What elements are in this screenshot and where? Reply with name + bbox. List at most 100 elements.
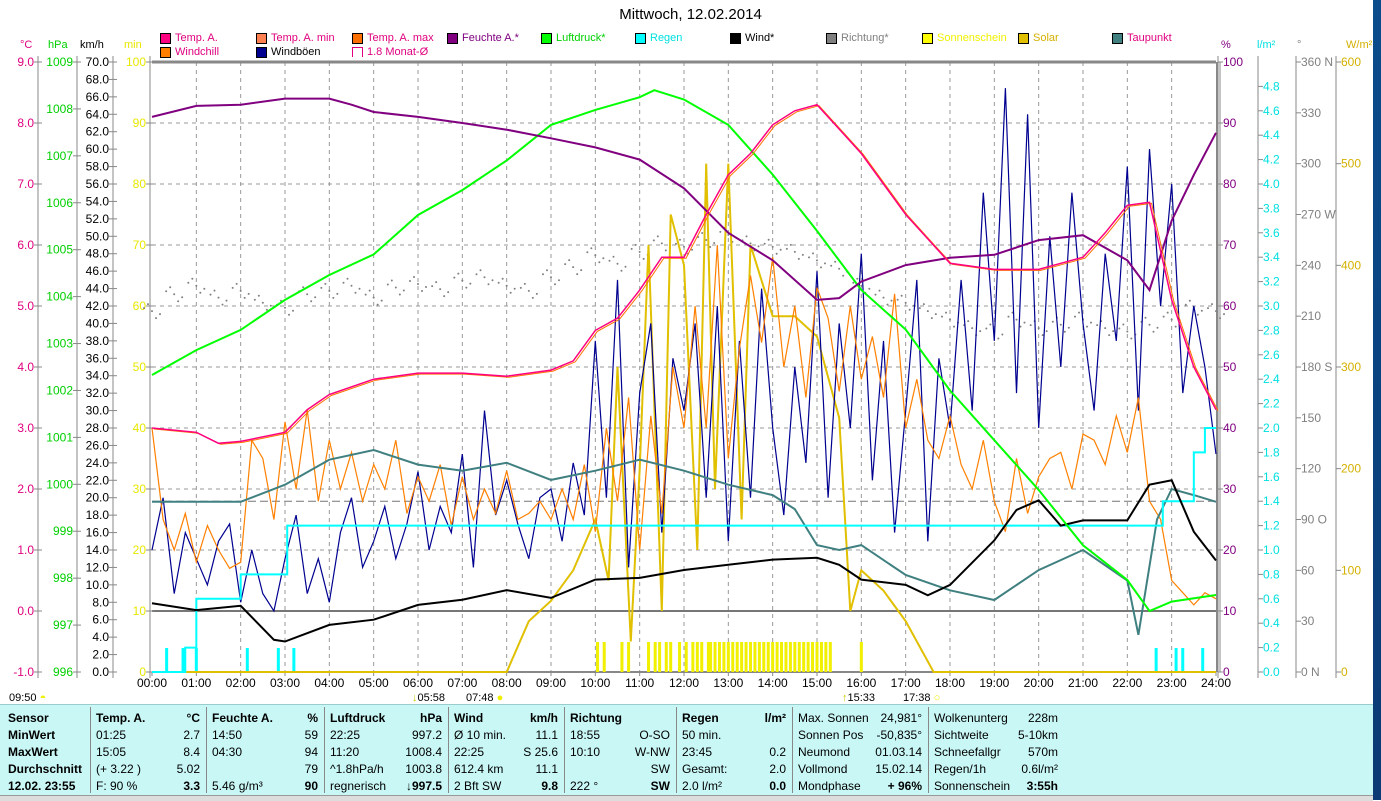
direction-point [328,289,331,292]
moonrise-time: ↑15:33 [842,692,875,704]
series-regen [152,427,1216,673]
stats-column-sensor: Sensor MinWert MaxWert Durchschnitt 12.02. 2… [8,710,88,795]
direction-point [159,313,161,316]
stats-value: % [307,711,318,725]
stats-row: (+ 3.22 ) 5.02 [96,761,200,778]
direction-point [1118,327,1121,330]
axis-label-kmh: 22.0 [86,473,110,487]
axis-label-kmh: 42.0 [86,299,110,313]
direction-point [820,266,822,269]
axis-label-dir: 330 [1301,106,1321,120]
axis-label-rain: 3.8 [1263,201,1280,215]
stats-label: 11:20 [330,745,360,759]
unit-label-pct: % [1221,39,1231,51]
axis-label-wm2: 600 [1341,55,1361,69]
stats-row: 01:25 2.7 [96,727,200,744]
moonset2-time: ↓05:58 [412,692,445,704]
direction-point [679,238,681,241]
axis-label-rain: 0.4 [1263,616,1280,630]
stats-label: 222 ° [570,779,599,793]
axis-label-wm2: 200 [1341,462,1361,476]
x-tick-label: 18:00 [935,676,965,690]
axis-label-kmh: 2.0 [92,648,109,662]
direction-point [336,292,339,295]
temp-max-line [153,105,1219,445]
stats-value: km/h [529,711,558,725]
axis-label-hpa: 1002 [46,383,73,397]
direction-point [501,277,504,280]
sunrise-label: 07:48 [466,692,494,704]
axis-label-rain: 2.0 [1263,421,1280,435]
stats-row: Sonnen Pos -50,835° [798,727,922,744]
axis-label-degc: 2.0 [17,482,34,496]
direction-point [372,296,375,299]
moon-down-arrow-icon: ↓ [412,692,418,704]
direction-point [409,280,411,283]
legend-label: Taupunkt [1127,32,1172,44]
axis-label-hpa: 1003 [46,337,73,351]
axis-label-dir: 60 [1301,563,1315,577]
axis-label-wm2: 0 [1341,665,1348,679]
direction-point [1144,316,1147,319]
legend-swatch [922,32,933,44]
x-tick-label: 00:00 [137,676,167,690]
direction-point [292,309,294,312]
direction-point [239,289,242,292]
stats-row: Wolkenunterg 228m [934,710,1058,727]
direction-point [443,295,446,298]
stats-row: 14:50 59 [212,727,318,744]
legend-label: 1.8 Monat-Ø [367,46,429,58]
axis-label-kmh: 44.0 [86,282,110,296]
stats-value: + 96% [887,779,922,793]
legend-swatch [352,47,363,57]
axis-label-hpa: 1008 [46,102,73,116]
direction-point [421,290,423,293]
axis-label-dir: 30 [1301,614,1315,628]
stats-value: °C [186,711,200,725]
legend-label: Temp. A. max [367,32,434,44]
stats-value: 11.1 [535,728,558,742]
axis-label-min: 30 [133,482,147,496]
x-tick-label: 11:00 [625,676,654,690]
stats-row: Sensor [8,710,88,727]
axis-label-rain: 3.6 [1263,226,1280,240]
direction-point [497,281,500,284]
axis-label-degc: 3.0 [17,421,34,435]
direction-point [824,262,826,265]
axis-label-dir: 150 [1301,411,1321,425]
legend-item: Regen [635,32,682,44]
legend-item: Richtung* [826,32,889,44]
direction-point [398,293,401,296]
stats-label: 14:50 [212,728,243,742]
direction-point [801,253,804,256]
stats-row: F: 90 % 3.3 [96,778,200,795]
direction-point [513,287,516,290]
direction-point [568,259,571,262]
direction-point [1112,330,1115,333]
stats-row: Gesamt: 2.0 [682,761,786,778]
direction-point [1078,311,1080,314]
stats-row: 79 [212,761,318,778]
direction-point [288,313,290,316]
direction-point [483,276,486,279]
direction-point [402,289,405,292]
x-tick-label: 03:00 [270,676,300,690]
stats-row: 5.46 g/m³ 90 [212,778,318,795]
direction-point [479,269,482,272]
direction-point [890,299,893,302]
axis-label-hpa: 1007 [46,149,73,163]
stats-label: 2 Bft SW [454,779,502,793]
stats-column-sonne: Max. Sonnen 24,981° Sonnen Pos -50,835° Neum… [798,710,922,795]
legend-label: Solar [1033,32,1059,44]
axis-label-kmh: 46.0 [86,264,110,278]
axis-label-degc: 4.0 [17,360,34,374]
direction-point [1184,303,1187,306]
stats-row: Sichtweite 5-10km [934,727,1058,744]
x-tick-label: 20:00 [1024,676,1054,690]
stats-row: Luftdruck hPa [330,710,442,727]
stats-label: ^1.8hPa/h [330,762,384,776]
axis-label-degc: 0.0 [17,604,34,618]
direction-point [1096,324,1099,327]
moon-icon: ◓ [39,692,47,704]
stats-value: 5.02 [176,762,200,776]
